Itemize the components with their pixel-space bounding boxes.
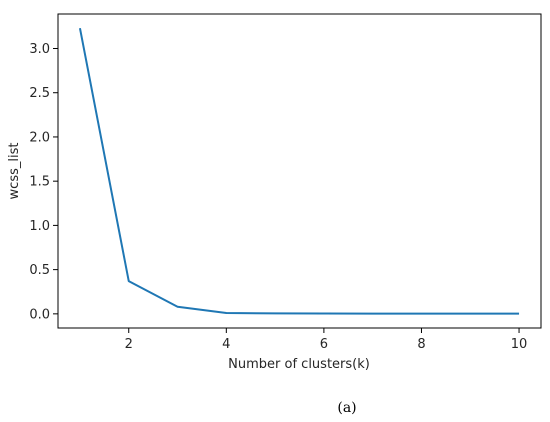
y-tick-label: 0.0 <box>29 307 50 322</box>
series-line <box>78 27 520 315</box>
y-axis-label: wcss_list <box>7 143 22 200</box>
x-tick-label: 8 <box>417 337 425 352</box>
figure-caption: (a) <box>337 400 356 416</box>
x-tick-label: 4 <box>222 337 230 352</box>
y-tick-label: 2.5 <box>29 86 50 101</box>
y-tick-label: 2.0 <box>29 130 50 145</box>
plot-area-frame <box>57 13 542 329</box>
y-axis-ticks: 0.0 0.5 1.0 1.5 2.0 2.5 3.0 <box>29 42 58 322</box>
y-tick-label: 0.5 <box>29 263 50 278</box>
y-tick-label: 1.5 <box>29 175 50 190</box>
y-tick-label: 1.0 <box>29 219 50 234</box>
x-tick-label: 10 <box>511 337 528 352</box>
y-tick-label: 3.0 <box>29 42 50 57</box>
series-layer <box>78 27 520 315</box>
x-tick-label: 6 <box>320 337 328 352</box>
x-axis-label: Number of clusters(k) <box>228 357 370 372</box>
x-axis-ticks: 2 4 6 8 10 <box>125 328 528 352</box>
x-tick-label: 2 <box>125 337 133 352</box>
